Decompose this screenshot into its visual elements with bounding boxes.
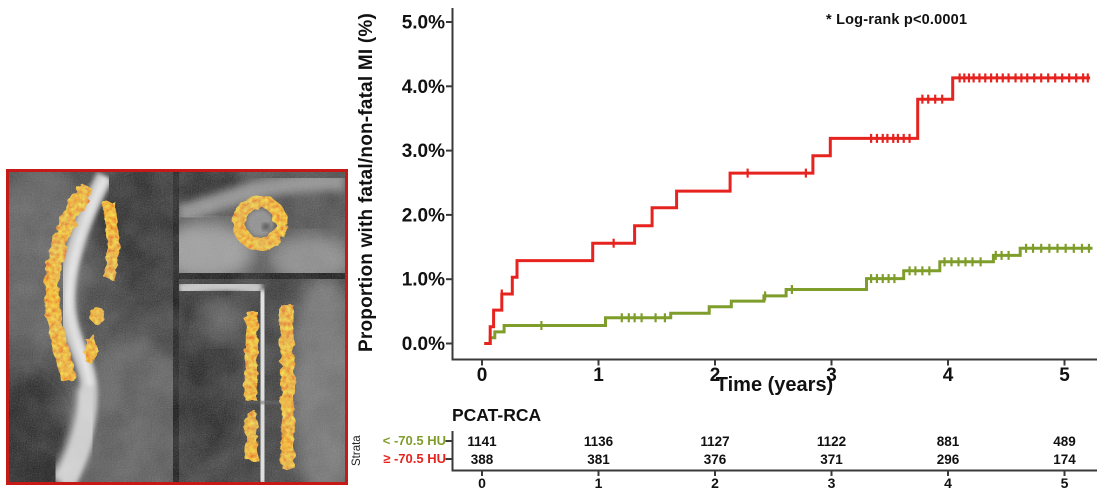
pcat-ct-image-frame <box>6 169 348 485</box>
km-curve-green <box>484 246 1093 345</box>
risk-table-title: PCAT-RCA <box>452 405 542 425</box>
risk-count: 371 <box>820 452 843 467</box>
y-tick-label: 3.0% <box>402 141 445 162</box>
risk-count: 174 <box>1053 452 1076 467</box>
y-tick-label: 1.0% <box>402 270 445 291</box>
risk-count: 296 <box>937 452 960 467</box>
log-rank-annotation: * Log-rank p<0.0001 <box>826 12 968 28</box>
x-tick-label: 5 <box>1059 365 1070 386</box>
x-axis-title: Time (years) <box>715 374 834 396</box>
risk-time-label: 3 <box>828 475 836 489</box>
risk-time-label: 4 <box>944 475 952 489</box>
risk-time-label: 1 <box>595 475 603 489</box>
y-tick-label: 0.0% <box>402 334 445 355</box>
risk-count: 1122 <box>817 434 846 449</box>
x-tick-label: 4 <box>943 365 954 386</box>
y-tick-label: 2.0% <box>402 205 445 226</box>
strata-row-label-low-attenuation: < -70.5 HU <box>382 433 446 448</box>
risk-time-label: 5 <box>1061 475 1069 489</box>
risk-count: 388 <box>471 452 494 467</box>
risk-count: 1136 <box>584 434 614 449</box>
risk-count: 881 <box>937 434 960 449</box>
pcat-ct-image <box>9 172 345 482</box>
y-tick-label: 4.0% <box>402 77 445 98</box>
x-tick-label: 0 <box>477 365 488 386</box>
ct-texture-grain <box>9 172 345 482</box>
risk-count: 489 <box>1053 434 1076 449</box>
x-tick-label: 1 <box>593 365 604 386</box>
x-tick-label: 2 <box>710 365 721 386</box>
risk-count: 1141 <box>467 434 497 449</box>
risk-count: 1127 <box>700 434 729 449</box>
x-tick-label: 3 <box>826 365 837 386</box>
risk-count: 376 <box>704 452 727 467</box>
y-axis-title: Proportion with fatal/non-fatal MI (%) <box>356 12 377 352</box>
strata-row-label-high-attenuation: ≥ -70.5 HU <box>383 451 446 466</box>
risk-time-label: 2 <box>711 475 719 489</box>
y-tick-label: 5.0% <box>402 13 445 34</box>
strata-axis-label: Strata <box>351 435 363 467</box>
km-curve-red <box>484 76 1091 345</box>
risk-time-label: 0 <box>478 475 486 489</box>
risk-count: 381 <box>587 452 610 467</box>
